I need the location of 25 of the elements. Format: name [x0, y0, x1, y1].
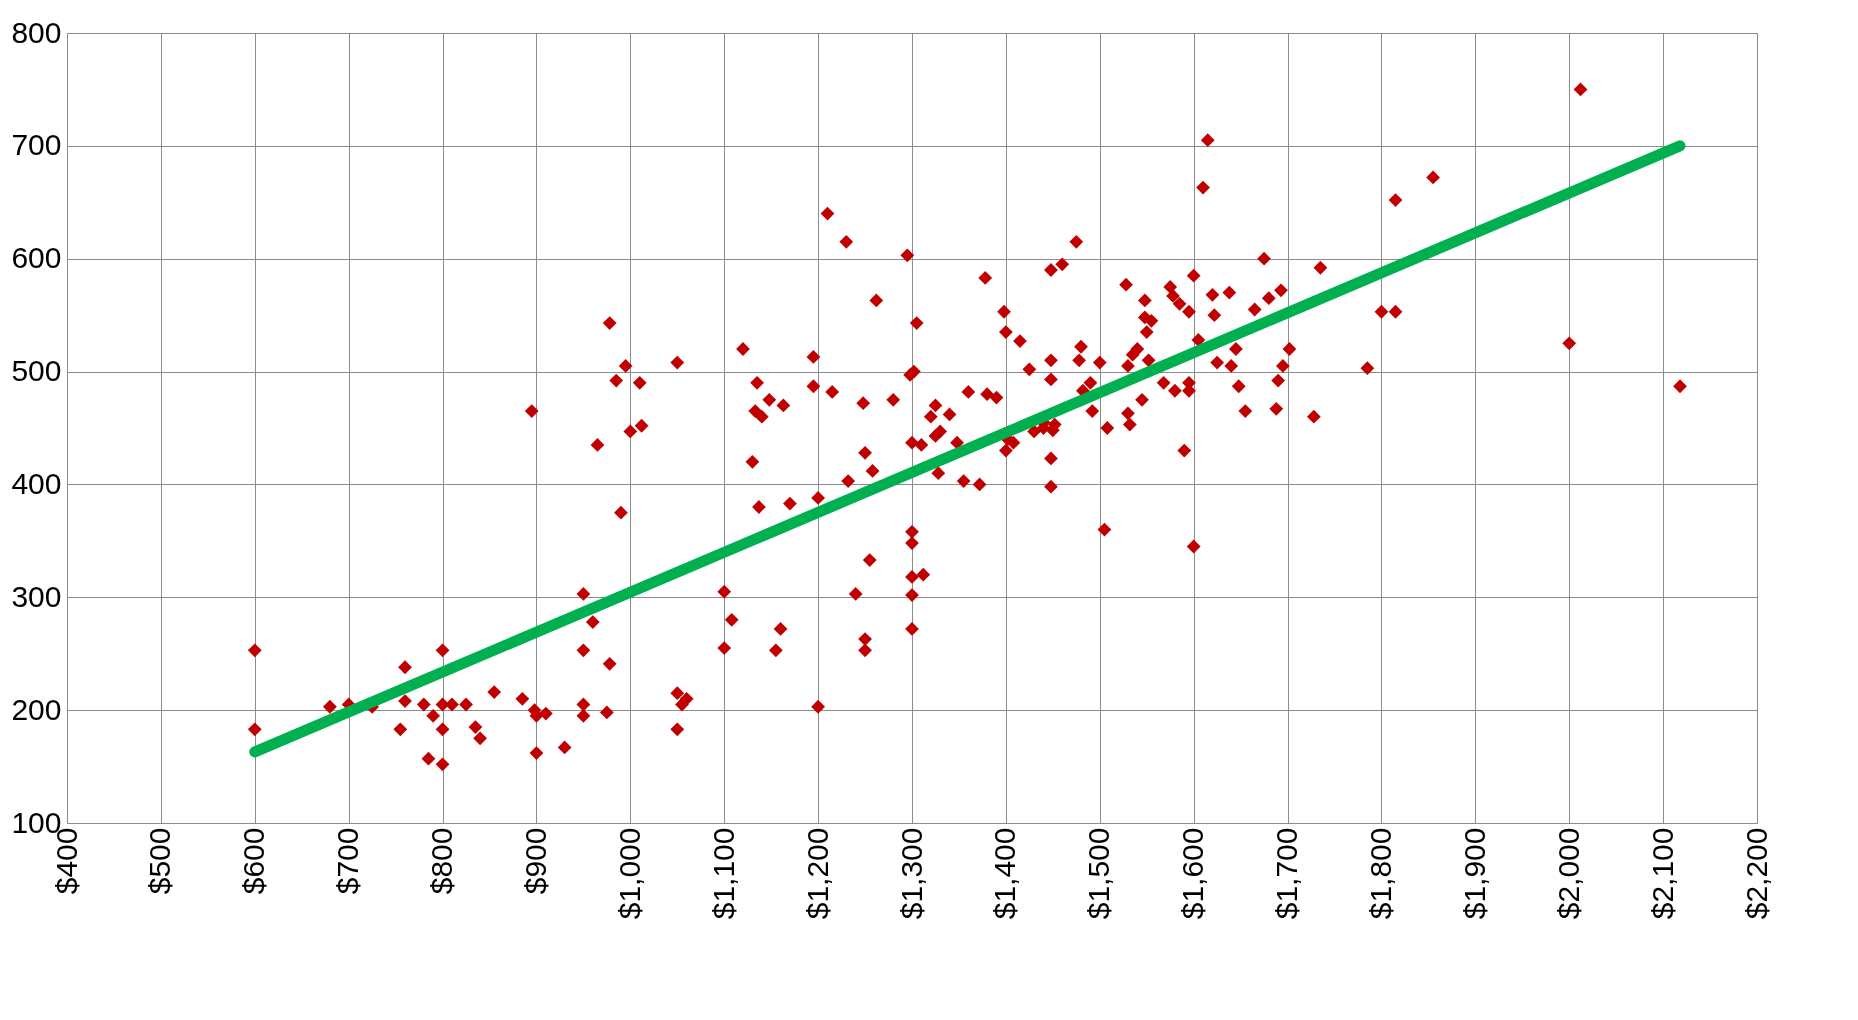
x-tick-label: $1,200: [800, 827, 834, 920]
y-tick-label: 600: [11, 241, 62, 275]
y-tick-label: 200: [11, 692, 62, 726]
x-tick-label: $900: [518, 827, 552, 895]
x-tick-label: $2,200: [1739, 827, 1773, 920]
y-tick-label: 400: [11, 466, 62, 500]
y-tick-label: 500: [11, 354, 62, 388]
x-tick-label: $1,400: [988, 827, 1022, 920]
x-tick-label: $1,100: [706, 827, 740, 920]
x-tick-label: $1,500: [1082, 827, 1116, 920]
x-tick-label: $1,000: [612, 827, 646, 920]
x-tick-label: $500: [143, 827, 177, 895]
x-tick-label: $2,000: [1551, 827, 1585, 920]
x-tick-label: $1,900: [1457, 827, 1491, 920]
x-tick-label: $1,600: [1176, 827, 1210, 920]
x-tick-label: $1,700: [1270, 827, 1304, 920]
y-tick-label: 800: [11, 15, 62, 49]
x-tick-label: $2,100: [1645, 827, 1679, 920]
x-tick-label: $1,300: [894, 827, 928, 920]
x-tick-label: $800: [425, 827, 459, 895]
y-tick-label: 700: [11, 128, 62, 162]
x-tick-label: $1,800: [1363, 827, 1397, 920]
x-tick-label: $700: [331, 827, 365, 895]
y-tick-label: 300: [11, 579, 62, 613]
x-tick-label: $600: [237, 827, 271, 895]
